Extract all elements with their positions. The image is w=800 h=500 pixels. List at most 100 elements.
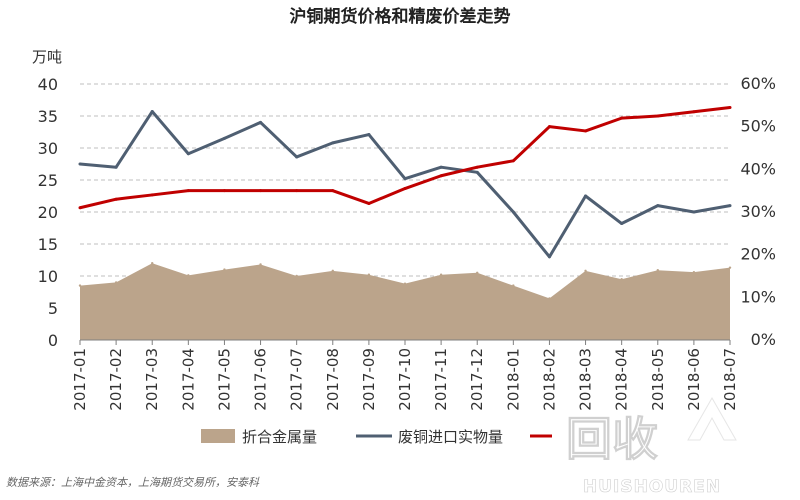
line-point <box>114 197 118 201</box>
x-tick-label: 2017-09 <box>360 348 378 411</box>
legend-label-gray-line: 废铜进口实物量 <box>398 428 503 446</box>
watermark-logo: 回收 HUISHOUREN <box>566 396 737 497</box>
line-point <box>295 189 299 193</box>
area-point <box>512 284 515 287</box>
x-tick-label: 2018-07 <box>721 348 739 411</box>
line-point <box>331 141 335 145</box>
area-point <box>584 269 587 273</box>
line-point <box>584 129 588 133</box>
line-point <box>620 116 624 120</box>
line-point <box>656 204 660 208</box>
line-point <box>114 165 118 169</box>
x-tick-label: 2018-03 <box>577 348 595 411</box>
y-left-tick-label: 20 <box>38 203 58 222</box>
line-point <box>511 210 515 214</box>
line-point <box>78 206 82 210</box>
y-right-tick-label: 50% <box>740 117 776 136</box>
x-tick-label: 2018-05 <box>649 348 667 411</box>
x-ticks: 2017-01 2017-02 2017-03 2017-04 2017-05 2017-… <box>71 348 739 411</box>
area-point <box>367 273 371 276</box>
x-tick-label: 2017-01 <box>71 348 89 411</box>
chart-title: 沪铜期货价格和精废价差走势 <box>290 6 511 27</box>
y-right-tick-label: 40% <box>740 159 776 178</box>
x-tick-label: 2017-12 <box>468 348 486 411</box>
area-point <box>151 262 154 265</box>
x-tick-label: 2017-11 <box>432 348 450 411</box>
line-point <box>222 136 226 140</box>
line-point <box>439 165 443 169</box>
x-tick-label: 2018-06 <box>685 348 703 411</box>
area-point <box>403 282 407 285</box>
y-right-tick-label: 10% <box>740 287 776 306</box>
line-series-2 <box>79 105 731 210</box>
line-point <box>259 120 263 124</box>
y-left-tick-label: 40 <box>38 75 58 94</box>
line-point <box>150 110 154 114</box>
area-point <box>114 281 118 284</box>
y-left-tick-label: 5 <box>48 299 58 318</box>
line-point <box>475 165 479 169</box>
y-right-ticks: 0% 10% 20% 30% 40% 50% 60% <box>740 74 776 349</box>
watermark-small-text: HUISHOUREN <box>583 477 721 497</box>
line-point <box>295 155 299 159</box>
area-point <box>78 284 82 287</box>
line-point <box>547 255 551 259</box>
area-point <box>259 263 262 266</box>
line-point <box>259 189 263 193</box>
line-point <box>150 193 154 197</box>
area-point <box>548 297 551 300</box>
y-right-tick-label: 0% <box>751 330 776 349</box>
area-point <box>620 278 623 281</box>
line-point <box>728 204 732 208</box>
line-point <box>584 194 588 198</box>
y-right-tick-label: 60% <box>740 74 776 93</box>
x-tick-label: 2017-03 <box>143 348 161 411</box>
legend: 折合金属量 废铜进口实物量 <box>201 428 552 446</box>
y-left-unit: 万吨 <box>32 48 62 66</box>
x-tick-label: 2017-04 <box>179 348 197 411</box>
x-tick-label: 2017-06 <box>252 348 270 411</box>
line-point <box>403 187 407 191</box>
area-point <box>656 269 659 272</box>
area-point <box>187 274 190 277</box>
area-series-path <box>80 263 730 340</box>
area-point <box>692 270 696 274</box>
line-point <box>186 152 190 156</box>
line-series-1 <box>79 110 731 259</box>
watermark-roof-icon <box>687 396 737 441</box>
x-tick-label: 2018-04 <box>613 348 631 411</box>
x-tick-label: 2017-10 <box>396 348 414 411</box>
axes <box>79 339 731 345</box>
line-point <box>475 170 479 174</box>
area-point <box>331 269 334 273</box>
line-point <box>439 174 443 178</box>
y-right-tick-label: 20% <box>740 245 776 264</box>
line-point <box>78 162 82 166</box>
line-point <box>403 177 407 181</box>
line-point <box>656 114 660 118</box>
area-point <box>295 274 298 278</box>
x-tick-label: 2018-02 <box>540 348 558 411</box>
line-point <box>620 222 624 226</box>
line-point <box>186 189 190 193</box>
line-point <box>728 105 732 109</box>
line-point <box>692 210 696 214</box>
y-left-ticks: 0 5 10 15 20 25 30 35 40 <box>38 75 58 350</box>
x-tick-label: 2017-05 <box>215 348 233 411</box>
line-point <box>547 125 551 129</box>
line-point <box>222 189 226 193</box>
line-point <box>331 189 335 193</box>
area-point <box>728 266 732 269</box>
x-tick-label: 2017-07 <box>288 348 306 411</box>
line-point <box>511 159 515 163</box>
x-tick-label: 2017-08 <box>324 348 342 411</box>
line-point <box>367 201 371 205</box>
legend-swatch-area <box>201 429 235 443</box>
area-point <box>223 268 226 271</box>
y-right-tick-label: 30% <box>740 202 776 221</box>
line-point <box>367 133 371 137</box>
y-left-tick-label: 35 <box>38 107 58 126</box>
y-left-tick-label: 25 <box>38 171 58 190</box>
area-point <box>476 271 479 274</box>
